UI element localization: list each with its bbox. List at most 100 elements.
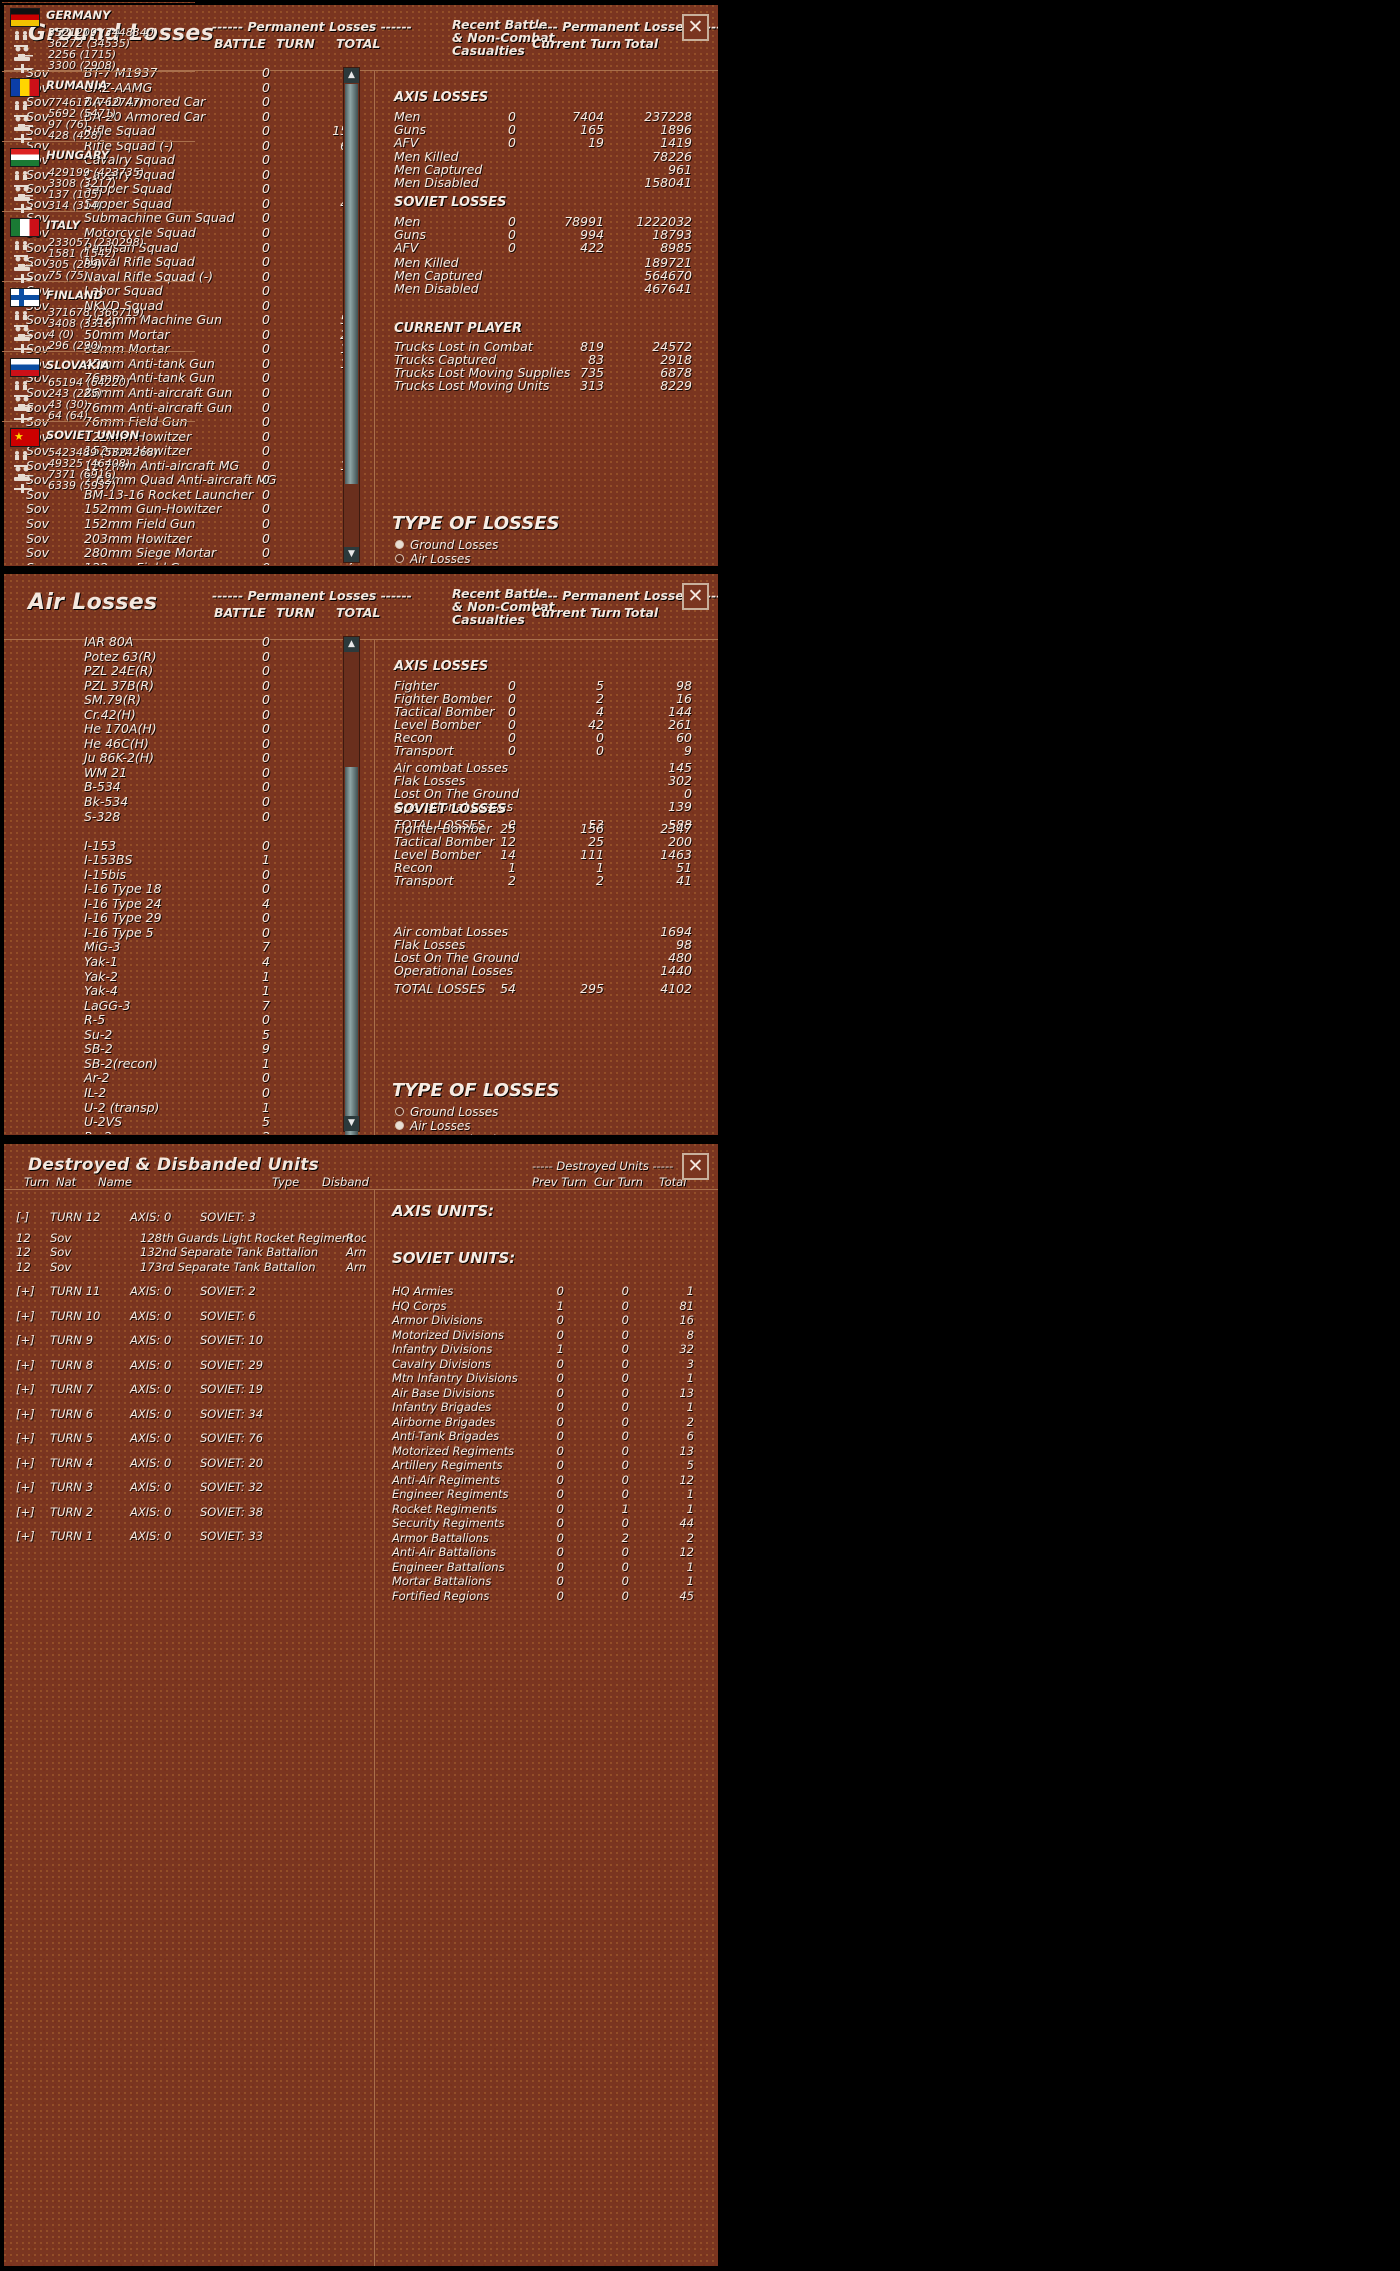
radio-air-losses[interactable]: [395, 554, 404, 563]
group-row[interactable]: [-] TURN 12 AXIS: 0 SOVIET: 3: [10, 1210, 366, 1225]
table-row[interactable]: IL-201049: [12, 1085, 352, 1100]
scroll-thumb[interactable]: [345, 84, 358, 484]
radio-label[interactable]: Destroyed Units: [410, 1133, 506, 1135]
table-row[interactable]: Su-25565: [12, 1027, 352, 1042]
table-row[interactable]: Yak-1422162: [12, 954, 352, 969]
table-row[interactable]: I-15300350: [12, 838, 352, 853]
table-row[interactable]: I-16 Type 50018: [12, 925, 352, 940]
table-row[interactable]: Sov122mm Field Gun021343: [12, 560, 352, 565]
table-row[interactable]: SovSubmachine Gun Squad0524: [12, 210, 352, 225]
table-row[interactable]: IAR 80A006: [12, 634, 352, 649]
destroyed-units-list[interactable]: [-] TURN 12 AXIS: 0 SOVIET: 3 12 Sov 128th Gua…: [10, 1200, 366, 2260]
table-row[interactable]: MiG-3763545: [12, 939, 352, 954]
scroll-thumb[interactable]: [345, 767, 358, 1135]
unit-row[interactable]: 12 Sov 128th Guards Light Rocket Regiment R…: [10, 1231, 366, 1246]
table-row[interactable]: I-16 Type 24420552: [12, 896, 352, 911]
table-row[interactable]: SB-2939729: [12, 1041, 352, 1056]
radio-ground-losses[interactable]: [395, 1107, 404, 1116]
expand-toggle-icon[interactable]: [+]: [16, 1455, 35, 1470]
group-row[interactable]: [+] TURN 11 AXIS: 0 SOVIET: 2: [10, 1284, 366, 1299]
close-icon[interactable]: ✕: [682, 583, 709, 610]
table-row[interactable]: Potez 63(R)006: [12, 649, 352, 664]
expand-toggle-icon[interactable]: [+]: [16, 1357, 35, 1372]
table-row[interactable]: Bk-534002: [12, 794, 352, 809]
close-icon[interactable]: ✕: [682, 1153, 709, 1180]
unit-row[interactable]: 12 Sov 173rd Separate Tank Battalion Armor: [10, 1260, 366, 1275]
table-row[interactable]: I-153BS11102: [12, 852, 352, 867]
table-row[interactable]: PZL 24E(R)001: [12, 663, 352, 678]
table-row[interactable]: He 170A(H)002: [12, 721, 352, 736]
table-row[interactable]: WM 21001: [12, 765, 352, 780]
table-row[interactable]: I-16 Type 18015378: [12, 881, 352, 896]
scroll-down-icon[interactable]: ▼: [344, 1116, 359, 1131]
expand-toggle-icon[interactable]: [+]: [16, 1308, 35, 1323]
table-row[interactable]: Pe-2237173: [12, 1129, 352, 1134]
air-scrollbar[interactable]: ▲ ▼: [343, 636, 360, 1135]
radio-label[interactable]: Air Losses: [410, 552, 471, 566]
table-row[interactable]: I-15bis0060: [12, 867, 352, 882]
radio-air-losses[interactable]: [395, 1121, 404, 1130]
table-row[interactable]: Yak-41415: [12, 983, 352, 998]
scroll-up-icon[interactable]: ▲: [344, 637, 359, 652]
table-row[interactable]: Ar-20099: [12, 1070, 352, 1085]
close-icon[interactable]: ✕: [682, 14, 709, 41]
group-row[interactable]: [+] TURN 7 AXIS: 0 SOVIET: 19: [10, 1382, 366, 1397]
table-row[interactable]: LaGG-3731154: [12, 998, 352, 1013]
ground-scrollbar[interactable]: ▲ ▼: [343, 67, 360, 563]
table-row[interactable]: [12, 823, 352, 838]
table-row[interactable]: SM.79(R)001: [12, 692, 352, 707]
scroll-down-icon[interactable]: ▼: [344, 547, 359, 562]
expand-toggle-icon[interactable]: [-]: [16, 1210, 30, 1224]
expand-toggle-icon[interactable]: [+]: [16, 1529, 35, 1543]
group-row[interactable]: [+] TURN 3 AXIS: 0 SOVIET: 32: [10, 1480, 366, 1495]
radio-label[interactable]: Air Losses: [410, 1119, 471, 1133]
table-row[interactable]: B-534002: [12, 779, 352, 794]
table-row[interactable]: S-3280016: [12, 809, 352, 824]
radio-destroyed-units[interactable]: [395, 1135, 404, 1137]
expand-toggle-icon[interactable]: [+]: [16, 1406, 35, 1421]
group-row[interactable]: [+] TURN 10 AXIS: 0 SOVIET: 6: [10, 1309, 366, 1324]
scroll-up-icon[interactable]: ▲: [344, 68, 359, 83]
expand-toggle-icon[interactable]: [+]: [16, 1480, 35, 1494]
radio-ground-losses[interactable]: [395, 540, 404, 549]
expand-toggle-icon[interactable]: [+]: [16, 1504, 35, 1519]
radio-label[interactable]: Ground Losses: [410, 538, 499, 552]
table-row[interactable]: PZL 37B(R)003: [12, 678, 352, 693]
table-row[interactable]: Cr.42(H)003: [12, 707, 352, 722]
group-row[interactable]: [+] TURN 8 AXIS: 0 SOVIET: 29: [10, 1358, 366, 1373]
table-row[interactable]: U-2VS5550: [12, 1114, 352, 1129]
group-row[interactable]: [+] TURN 6 AXIS: 0 SOVIET: 34: [10, 1407, 366, 1422]
group-row[interactable]: [+] TURN 5 AXIS: 0 SOVIET: 76: [10, 1431, 366, 1446]
table-row[interactable]: U-2 (transp)1117: [12, 1100, 352, 1115]
table-row[interactable]: Yak-21121: [12, 969, 352, 984]
expand-toggle-icon[interactable]: [+]: [16, 1382, 35, 1396]
air-losses-list[interactable]: IAR 80A006Potez 63(R)006PZL 24E(R)001PZL…: [12, 634, 352, 1134]
table-row[interactable]: Ju 86K-2(H)005: [12, 750, 352, 765]
group-row[interactable]: [+] TURN 1 AXIS: 0 SOVIET: 33: [10, 1529, 366, 1544]
table-row[interactable]: R-5001: [12, 1012, 352, 1027]
radio-label[interactable]: Ground Losses: [410, 1105, 499, 1119]
row-total: 51: [676, 860, 692, 875]
expand-toggle-icon[interactable]: [+]: [16, 1431, 35, 1445]
table-row[interactable]: SB-2(recon)1150: [12, 1056, 352, 1071]
table-row[interactable]: He 46C(H)003: [12, 736, 352, 751]
expand-toggle-icon[interactable]: [+]: [16, 1333, 35, 1347]
unit-row[interactable]: 12 Sov 132nd Separate Tank Battalion Armor: [10, 1245, 366, 1260]
group-row[interactable]: [+] TURN 4 AXIS: 0 SOVIET: 20: [10, 1456, 366, 1471]
expand-toggle-icon[interactable]: [+]: [16, 1284, 35, 1298]
radio-label[interactable]: Destroyed Units: [410, 566, 506, 568]
group-row[interactable]: [+] TURN 2 AXIS: 0 SOVIET: 38: [10, 1505, 366, 1520]
table-row[interactable]: I-16 Type 290224: [12, 910, 352, 925]
group-row[interactable]: [+] TURN 9 AXIS: 0 SOVIET: 10: [10, 1333, 366, 1348]
